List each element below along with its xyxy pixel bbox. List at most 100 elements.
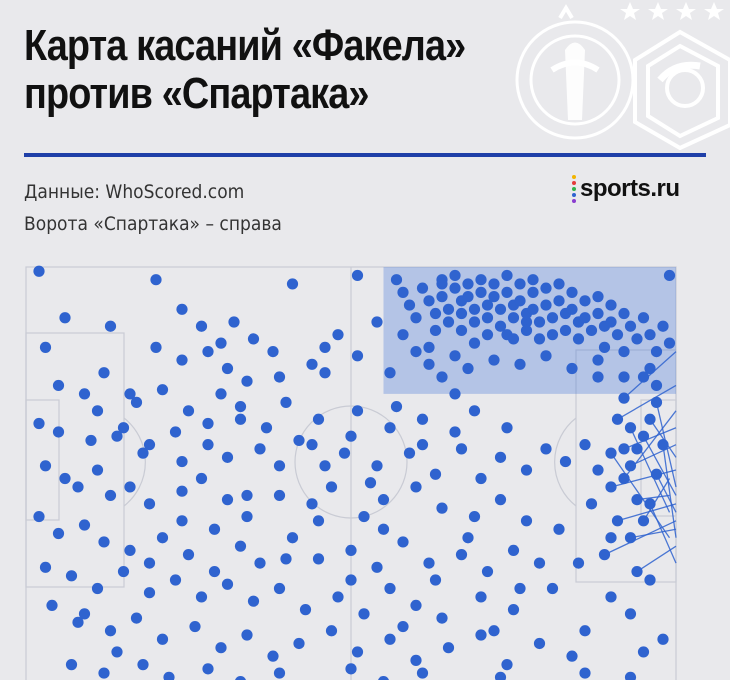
touch-point [644,498,656,510]
brand-name: sports.ru [580,175,680,202]
touch-point [176,455,188,468]
touch-point [98,536,110,548]
touch-point [481,329,494,341]
pass-line [630,528,677,539]
touch-point [410,346,422,358]
touch-point [657,439,669,451]
touch-point [475,274,487,286]
touch-point [579,625,591,637]
touch-point [494,320,507,332]
touch-point [533,333,546,345]
touch-point [65,659,78,671]
touch-point [351,350,364,362]
source-label: Данные: WhoScored.com [24,181,245,203]
touch-point [410,654,422,666]
stars-icon [620,2,724,20]
touch-point [267,650,279,662]
touch-point [384,633,396,645]
pass-line [649,418,677,458]
touch-point [299,604,312,616]
touch-point [325,625,338,637]
touch-point [462,291,474,303]
touch-point [189,620,201,633]
touch-point [618,443,630,455]
touch-point [468,316,481,328]
pass-line [610,469,677,488]
touch-point [98,367,110,379]
touch-point [215,337,227,349]
touch-point [280,553,292,565]
touch-point [364,477,377,489]
touch-point [585,324,598,337]
touch-point [442,316,455,328]
touch-point [514,582,526,595]
touch-point [618,371,630,383]
touch-point [579,312,591,324]
sports-ru-dots-icon [572,175,576,203]
touch-point [117,422,130,434]
touch-point [202,663,214,675]
touch-point [455,443,468,455]
touch-point [163,671,175,680]
touch-point [143,498,156,510]
touch-point [241,510,253,523]
title-divider [24,153,706,157]
touch-point [345,430,357,442]
touch-point [475,629,487,641]
touch-point [319,367,331,379]
touch-point [397,329,409,341]
touch-point [442,303,455,315]
touch-point [520,316,533,328]
touch-point [358,608,370,620]
touch-point [598,341,611,353]
touch-point [637,312,650,324]
touch-point [85,434,97,447]
touch-point [208,523,221,535]
touch-point [494,671,507,680]
touch-point [182,549,195,561]
touch-point [104,320,117,332]
touch-point [449,282,461,294]
touch-point [650,468,663,480]
touch-point [559,455,572,468]
touch-point [520,324,533,337]
touch-point [235,675,246,680]
touch-point [572,333,585,345]
touch-point [384,422,396,434]
touch-point [423,341,435,353]
touch-point [306,498,318,510]
touch-point [416,667,429,679]
touch-point [579,667,591,679]
touch-point [91,405,104,417]
touch-point [377,494,390,506]
touch-point [221,494,234,506]
touch-points-layer [33,265,676,680]
touch-point [390,400,403,413]
touch-point [436,502,448,514]
touch-point [260,422,273,434]
touch-point [462,278,474,290]
touch-point [221,362,234,375]
touch-point [429,307,442,320]
touch-point [384,582,396,595]
direction-note: Ворота «Спартака» – справа [24,213,282,235]
touch-point [247,333,260,345]
touch-point [455,549,468,561]
touch-point [501,422,513,434]
touch-point [273,582,286,595]
touch-point [624,320,637,332]
touch-point [436,291,448,303]
touch-point [143,557,156,569]
touch-point [221,451,234,463]
touch-point [111,430,123,442]
touch-point [325,481,338,493]
touch-point [533,557,546,569]
touch-point [416,413,429,425]
touch-point [371,460,383,472]
touch-point [410,312,422,324]
touch-point [306,439,318,451]
touch-point [202,439,214,451]
touch-point [598,549,611,561]
touch-point [566,362,578,375]
touch-point [319,341,331,353]
